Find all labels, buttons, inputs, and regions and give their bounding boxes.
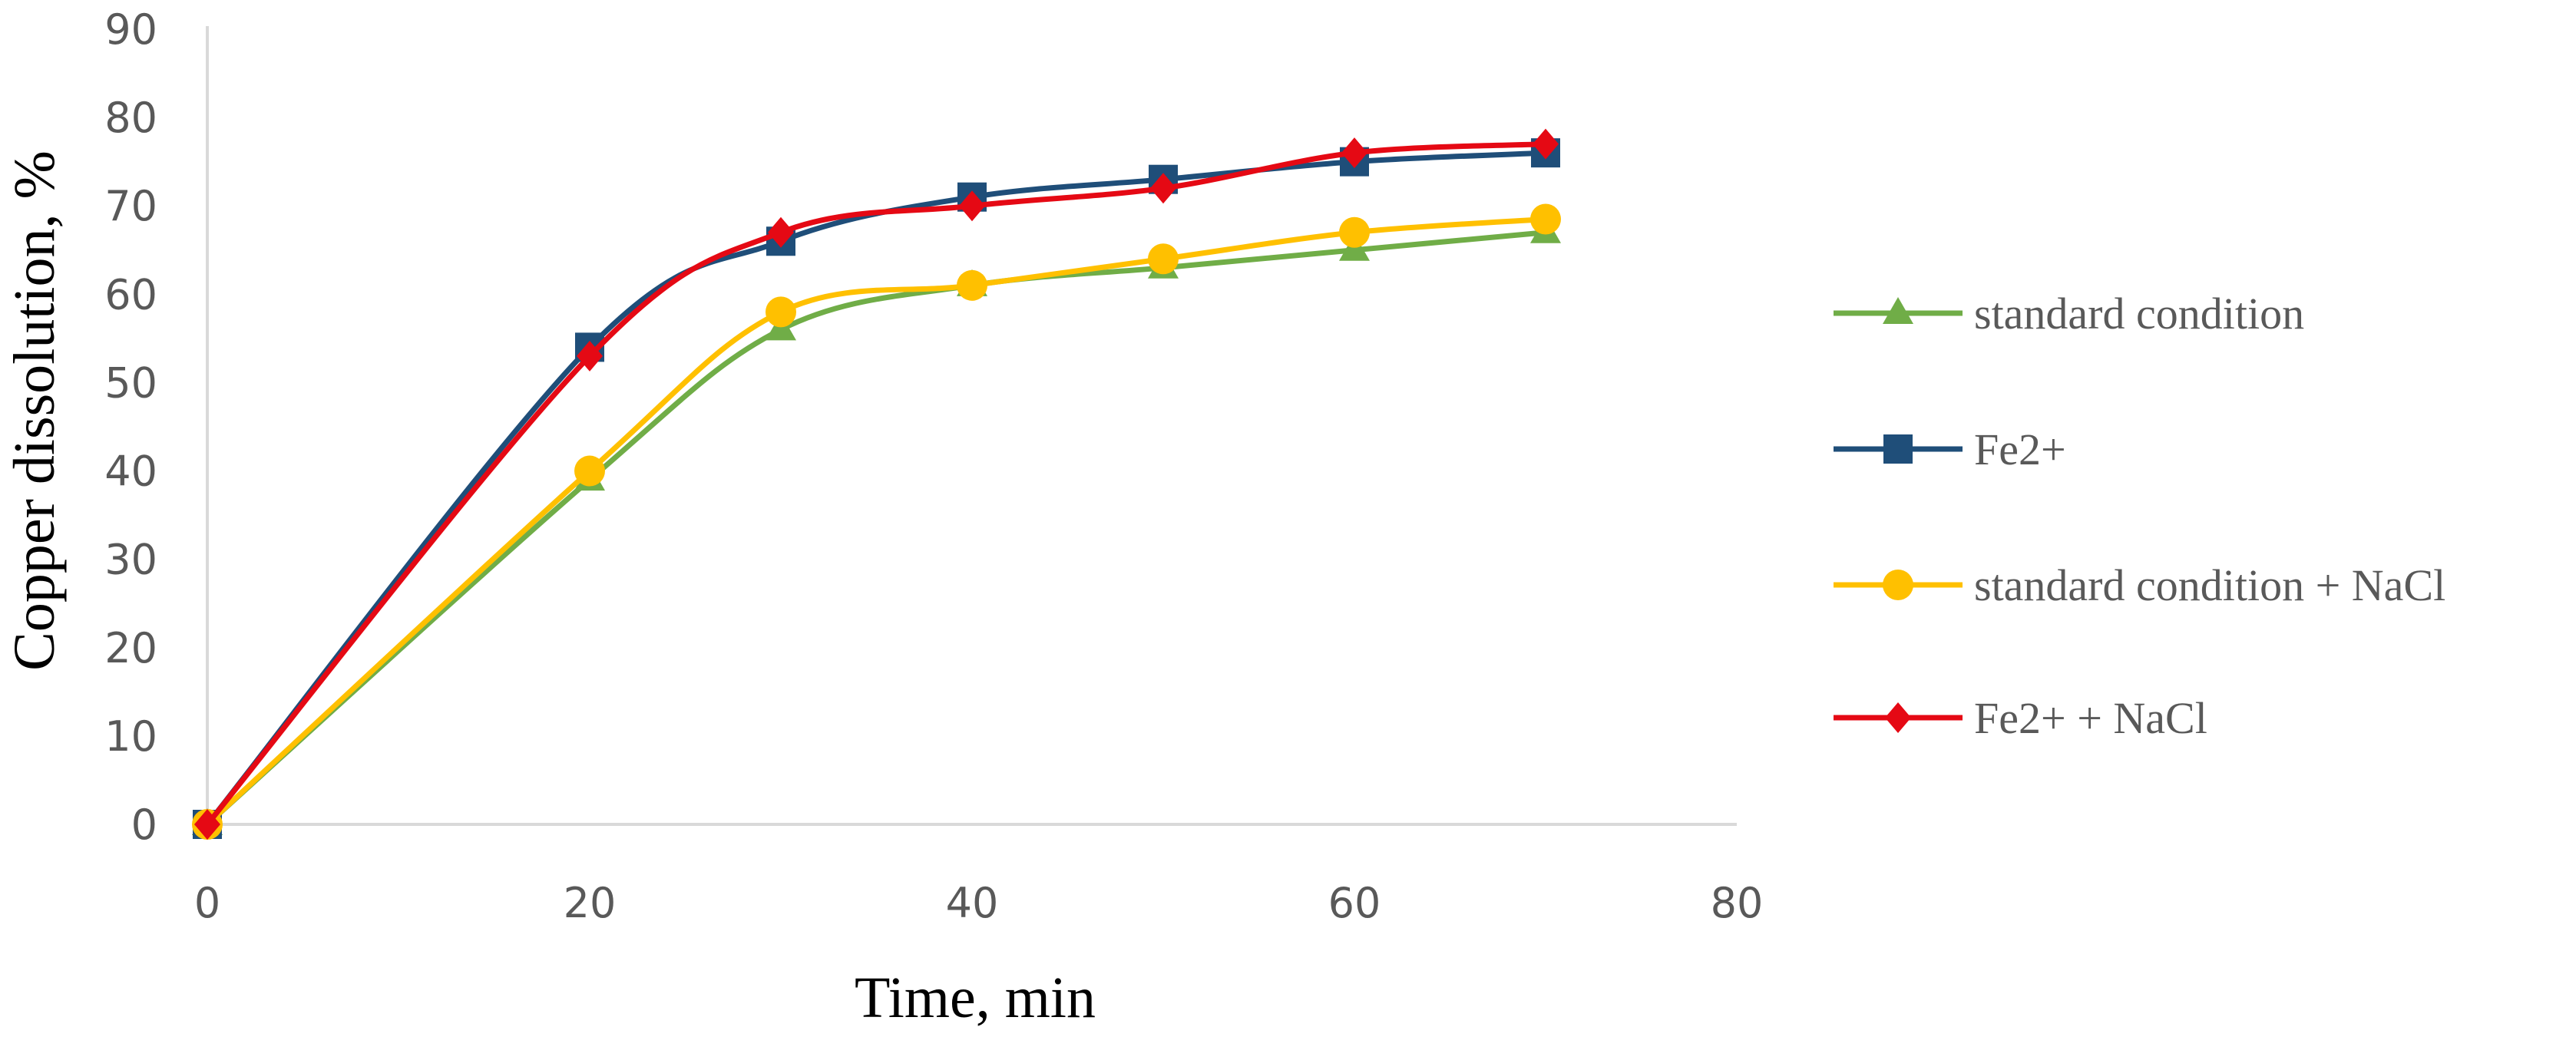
data-point xyxy=(577,340,603,372)
x-axis-title: Time, min xyxy=(855,966,1096,1030)
y-tick-label: 80 xyxy=(104,94,157,142)
y-tick-label: 70 xyxy=(104,182,157,230)
data-point xyxy=(1148,243,1179,275)
series-2 xyxy=(192,203,1561,840)
legend: standard condition Fe2+ standard condition… xyxy=(1834,289,2445,743)
series-layer xyxy=(192,128,1561,840)
data-point xyxy=(957,269,987,301)
x-tick-label: 80 xyxy=(1711,879,1764,927)
series-0 xyxy=(192,216,1561,835)
y-tick-label: 0 xyxy=(131,801,157,849)
y-tick-label: 10 xyxy=(104,712,157,761)
legend-marker xyxy=(1885,702,1911,733)
y-tick-label: 50 xyxy=(104,358,157,407)
x-tick-labels: 0 20 40 60 80 xyxy=(194,879,1764,927)
legend-item: Fe2+ xyxy=(1834,424,2066,474)
y-axis-title: Copper dissolution, % xyxy=(2,150,67,671)
data-point xyxy=(1150,173,1176,204)
data-point xyxy=(1533,128,1559,160)
x-tick-label: 40 xyxy=(946,879,999,927)
x-tick-label: 0 xyxy=(194,879,220,927)
legend-label: standard condition + NaCl xyxy=(1974,560,2445,610)
data-point xyxy=(959,190,985,222)
y-tick-label: 30 xyxy=(104,536,157,584)
legend-label: Fe2+ + NaCl xyxy=(1974,693,2207,743)
series-line xyxy=(204,216,1549,827)
series-3 xyxy=(194,128,1559,840)
y-tick-label: 20 xyxy=(104,624,157,672)
y-tick-labels: 0 10 20 30 40 50 60 70 80 90 xyxy=(104,5,157,849)
legend-marker xyxy=(1883,570,1913,600)
y-tick-label: 60 xyxy=(104,270,157,319)
x-tick-label: 20 xyxy=(564,879,617,927)
legend-item: standard condition + NaCl xyxy=(1834,560,2445,610)
series-line xyxy=(204,230,1549,827)
legend-label: standard condition xyxy=(1974,289,2304,339)
legend-marker xyxy=(1883,434,1913,464)
data-point xyxy=(768,216,794,248)
data-point xyxy=(1339,216,1370,248)
axes xyxy=(206,26,1737,826)
data-point xyxy=(194,809,220,840)
data-point xyxy=(766,296,796,328)
data-point xyxy=(1530,203,1561,235)
y-tick-label: 40 xyxy=(104,447,157,496)
y-tick-label: 90 xyxy=(104,5,157,54)
legend-label: Fe2+ xyxy=(1974,424,2066,474)
data-point xyxy=(574,455,605,487)
data-point xyxy=(1341,137,1367,169)
series-line xyxy=(204,141,1549,827)
x-tick-label: 60 xyxy=(1328,879,1381,927)
legend-item: standard condition xyxy=(1834,289,2304,339)
legend-item: Fe2+ + NaCl xyxy=(1834,693,2207,743)
legend-marker xyxy=(1883,297,1913,324)
